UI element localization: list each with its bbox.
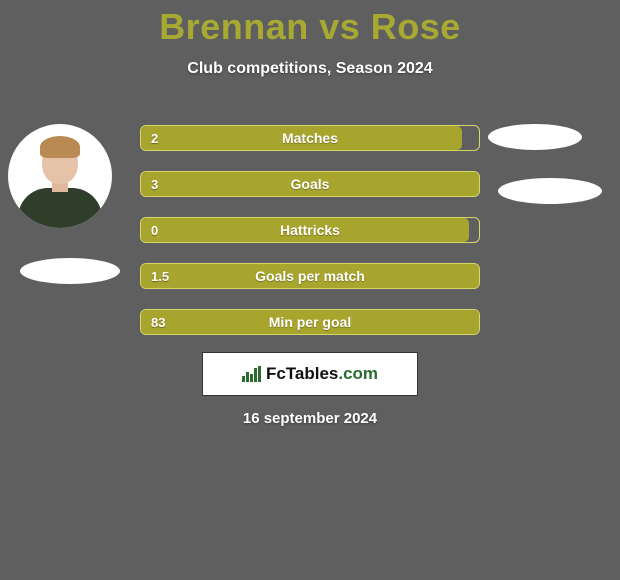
stat-row: 2 Matches <box>140 125 480 151</box>
stat-label: Min per goal <box>141 310 479 334</box>
stat-row: 3 Goals <box>140 171 480 197</box>
player-name-pill-left <box>20 258 120 284</box>
brand-badge: FcTables.com <box>202 352 418 396</box>
player-name-pill-right-2 <box>498 178 602 204</box>
date-label: 16 september 2024 <box>0 410 620 427</box>
page-title: Brennan vs Rose <box>0 0 620 48</box>
player-avatar-left <box>8 124 112 228</box>
stat-label: Matches <box>141 126 479 150</box>
stats-bars: 2 Matches 3 Goals 0 Hattricks 1.5 Goals … <box>140 125 480 355</box>
stat-row: 83 Min per goal <box>140 309 480 335</box>
brand-text: FcTables.com <box>266 364 378 384</box>
stat-label: Goals per match <box>141 264 479 288</box>
page-subtitle: Club competitions, Season 2024 <box>0 60 620 78</box>
brand-name: FcTables <box>266 364 338 383</box>
brand-domain: .com <box>338 364 378 383</box>
stat-row: 0 Hattricks <box>140 217 480 243</box>
stat-label: Hattricks <box>141 218 479 242</box>
stat-row: 1.5 Goals per match <box>140 263 480 289</box>
player-name-pill-right-1 <box>488 124 582 150</box>
bar-chart-icon <box>242 366 262 382</box>
stat-label: Goals <box>141 172 479 196</box>
